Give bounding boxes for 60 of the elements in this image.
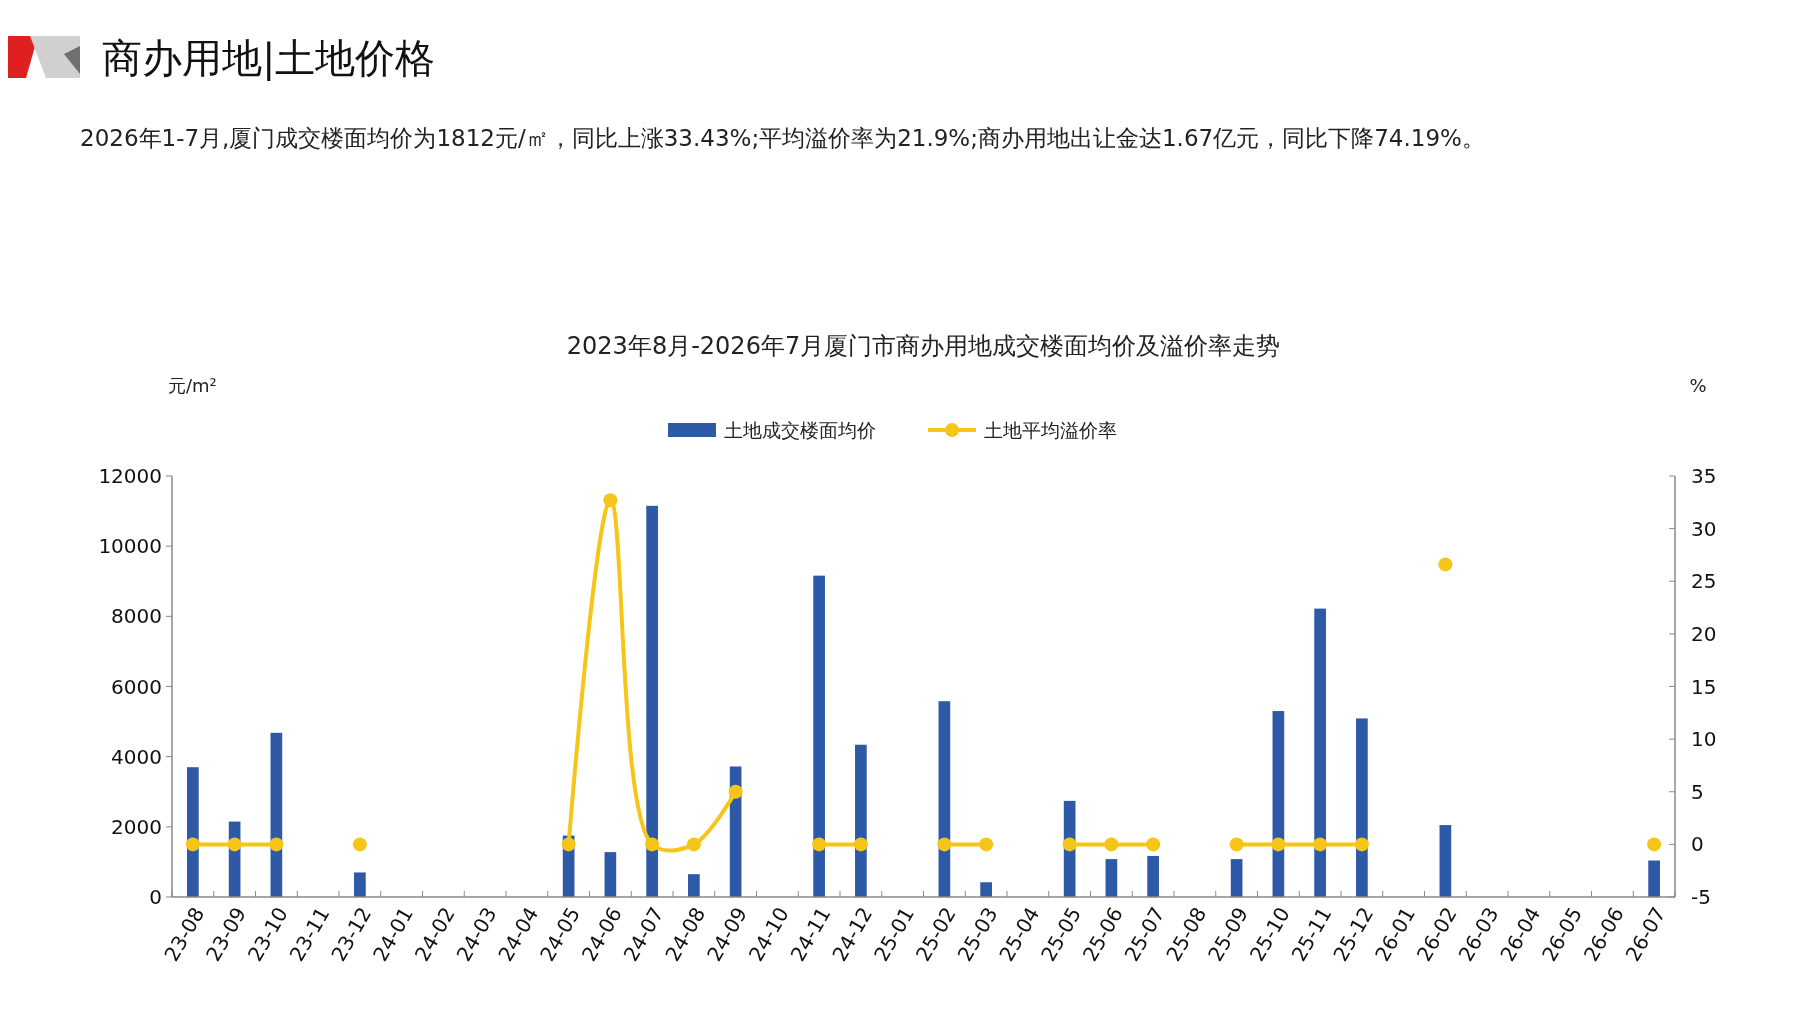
y2-tick-label: 15 xyxy=(1691,674,1717,699)
bar xyxy=(1648,860,1660,897)
y2-tick-label: 5 xyxy=(1691,779,1704,804)
bar xyxy=(646,505,658,897)
point xyxy=(1647,837,1662,852)
y2-axis-title: % xyxy=(1689,375,1707,396)
bar xyxy=(1439,825,1452,897)
point xyxy=(1438,557,1453,572)
point xyxy=(1062,837,1077,852)
bar xyxy=(980,882,992,897)
legend-label: 土地成交楼面均价 xyxy=(724,419,876,441)
bar xyxy=(1230,859,1243,897)
point xyxy=(269,837,284,852)
y2-tick-label: 20 xyxy=(1691,621,1717,646)
point xyxy=(185,837,200,852)
y-tick-label: 4000 xyxy=(111,744,162,769)
y2-tick-label: 10 xyxy=(1691,727,1717,752)
legend-label: 土地平均溢价率 xyxy=(984,419,1117,441)
point xyxy=(1104,837,1119,852)
point xyxy=(853,837,868,852)
bar xyxy=(1314,608,1326,897)
bar xyxy=(1356,718,1368,897)
point xyxy=(1354,837,1369,852)
y-tick-label: 6000 xyxy=(111,674,162,699)
point xyxy=(686,837,701,852)
chart-title: 2023年8月-2026年7月厦门市商办用地成交楼面均价及溢价率走势 xyxy=(566,332,1281,360)
bar xyxy=(187,767,199,897)
point xyxy=(1271,837,1286,852)
point xyxy=(979,837,994,852)
point xyxy=(645,837,660,852)
y-axis-title: 元/m² xyxy=(168,375,217,396)
y-tick-label: 12000 xyxy=(98,464,162,488)
point xyxy=(1146,837,1161,852)
bar xyxy=(354,872,366,897)
y-tick-label: 0 xyxy=(149,885,162,909)
y2-tick-label: -5 xyxy=(1691,885,1711,909)
point xyxy=(561,837,576,852)
bar xyxy=(813,575,825,897)
bar xyxy=(688,874,700,897)
y-tick-label: 10000 xyxy=(98,534,162,559)
point xyxy=(352,837,367,852)
point xyxy=(728,784,743,799)
point xyxy=(603,493,618,508)
point xyxy=(1229,837,1244,852)
y2-tick-label: 35 xyxy=(1691,464,1717,488)
bar xyxy=(1147,855,1159,897)
y-tick-label: 8000 xyxy=(111,604,162,629)
bar xyxy=(855,744,867,897)
y2-tick-label: 25 xyxy=(1691,569,1717,594)
bar xyxy=(1105,859,1118,897)
y2-tick-label: 0 xyxy=(1691,832,1704,857)
bar xyxy=(604,852,617,897)
point xyxy=(227,837,242,852)
y2-tick-label: 30 xyxy=(1691,516,1717,541)
point xyxy=(812,837,827,852)
point xyxy=(1313,837,1328,852)
y-tick-label: 2000 xyxy=(111,814,162,839)
chart-subtitle: 2026年1-7月,厦门成交楼面均价为1812元/㎡，同比上涨33.43%;平均溢价率为21.9%;商办用地出让金达1.67亿元，同比下降74.19%。 xyxy=(80,125,1485,151)
point xyxy=(937,837,952,852)
text: 商办用地|土地价格 xyxy=(102,35,436,81)
